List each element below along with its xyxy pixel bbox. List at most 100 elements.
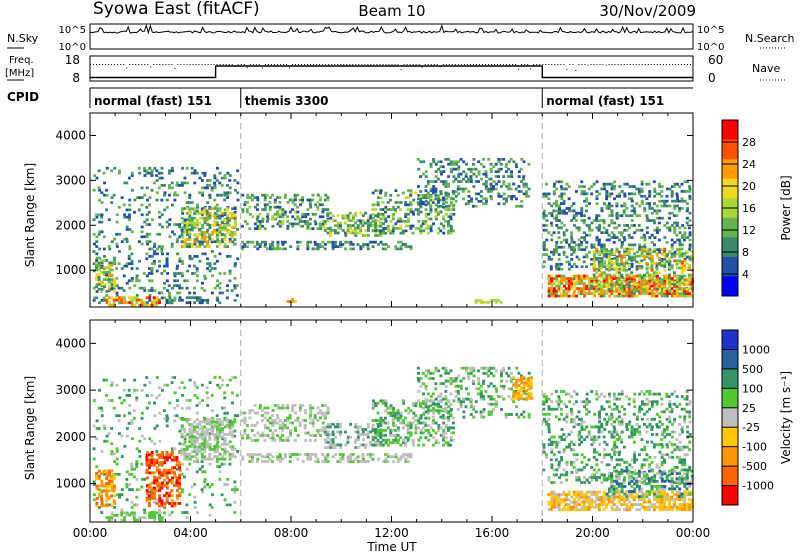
scatter-cell: [668, 285, 672, 289]
scatter-cell: [148, 196, 152, 200]
scatter-cell: [640, 250, 644, 253]
scatter-cell: [580, 289, 584, 293]
scatter-cell: [384, 205, 388, 209]
scatter-cell: [228, 186, 232, 190]
scatter-cell: [188, 209, 192, 213]
scatter-cell: [670, 245, 674, 249]
scatter-cell: [228, 231, 232, 234]
scatter-cell: [359, 229, 363, 232]
scatter-cell: [615, 204, 619, 208]
scatter-cell: [382, 229, 385, 233]
scatter-cell: [165, 198, 169, 202]
scatter-cell: [107, 303, 111, 307]
scatter-cell: [286, 404, 290, 407]
scatter-cell: [356, 435, 360, 439]
scatter-cell: [427, 217, 431, 221]
scatter-cell: [643, 292, 647, 295]
scatter-cell: [434, 208, 438, 211]
scatter-cell: [333, 425, 337, 429]
scatter-cell: [457, 167, 461, 171]
scatter-cell: [107, 263, 111, 267]
scatter-cell: [615, 283, 619, 286]
scatter-cell: [268, 453, 272, 456]
scatter-cell: [208, 418, 212, 421]
scatter-cell: [288, 460, 292, 463]
scatter-cell: [256, 243, 260, 246]
scatter-cell: [208, 179, 212, 182]
scatter-cell: [98, 230, 102, 234]
scatter-cell: [328, 211, 332, 215]
scatter-cell: [605, 207, 609, 210]
scatter-cell: [575, 211, 579, 215]
scatter-cell: [502, 202, 506, 206]
scatter-cell: [517, 185, 521, 188]
scatter-cell: [165, 494, 169, 498]
scatter-cell: [339, 226, 343, 230]
scatter-cell: [115, 291, 119, 295]
scatter-cell: [256, 411, 260, 415]
scatter-cell: [525, 195, 529, 198]
scatter-cell: [444, 204, 448, 208]
scatter-cell: [306, 243, 310, 246]
scatter-cell: [203, 221, 207, 225]
scatter-cell: [612, 233, 616, 237]
scatter-cell: [452, 192, 456, 196]
scatter-cell: [371, 220, 375, 223]
scatter-cell: [95, 484, 99, 488]
scatter-cell: [422, 160, 426, 164]
scatter-cell: [228, 233, 232, 237]
scatter-cell: [294, 419, 298, 422]
scatter-cell: [655, 267, 659, 271]
scatter-cell: [180, 433, 184, 436]
scatter-cell: [525, 185, 529, 188]
scatter-cell: [389, 431, 393, 435]
scatter-cell: [623, 204, 627, 208]
scatter-cell: [615, 280, 619, 284]
scatter-cell: [296, 457, 300, 461]
scatter-cell: [542, 260, 546, 264]
scatter-cell: [105, 474, 109, 478]
scatter-cell: [590, 287, 594, 290]
scatter-cell: [152, 181, 156, 185]
scatter-cell: [281, 213, 285, 216]
scatter-cell: [555, 202, 559, 205]
scatter-cell: [120, 298, 124, 302]
scatter-cell: [381, 217, 385, 221]
scatter-cell: [230, 212, 234, 215]
scatter-cell: [590, 185, 594, 188]
scatter-cell: [128, 208, 132, 212]
scatter-cell: [429, 227, 433, 230]
scatter-cell: [651, 207, 654, 210]
scatter-cell: [256, 215, 260, 219]
scatter-cell: [201, 233, 205, 237]
scatter-cell: [130, 259, 134, 263]
scatter-cell: [676, 259, 679, 263]
scatter-cell: [133, 518, 137, 522]
scatter-cell: [201, 470, 205, 474]
scatter-cell: [102, 278, 106, 281]
nave-dot: [225, 64, 227, 65]
scatter-cell: [570, 287, 574, 290]
scatter-cell: [587, 287, 591, 290]
scatter-cell: [465, 180, 469, 183]
scatter-cell: [396, 419, 400, 422]
scatter-cell: [324, 193, 328, 197]
scatter-cell: [565, 187, 568, 191]
scatter-cell: [655, 192, 659, 196]
scatter-cell: [113, 513, 117, 517]
scatter-cell: [301, 220, 305, 223]
scatter-cell: [670, 238, 674, 242]
scatter-cell: [178, 291, 181, 295]
scatter-cell: [391, 441, 395, 445]
scatter-cell: [225, 296, 229, 300]
scatter-cell: [271, 215, 275, 219]
scatter-cell: [215, 420, 219, 424]
scatter-cell: [198, 176, 202, 180]
scatter-cell: [472, 172, 476, 176]
scatter-cell: [171, 502, 175, 505]
scatter-cell: [283, 424, 287, 427]
scatter-cell: [171, 447, 175, 451]
scatter-cell: [392, 424, 396, 427]
scatter-cell: [585, 284, 589, 288]
scatter-cell: [130, 188, 134, 192]
